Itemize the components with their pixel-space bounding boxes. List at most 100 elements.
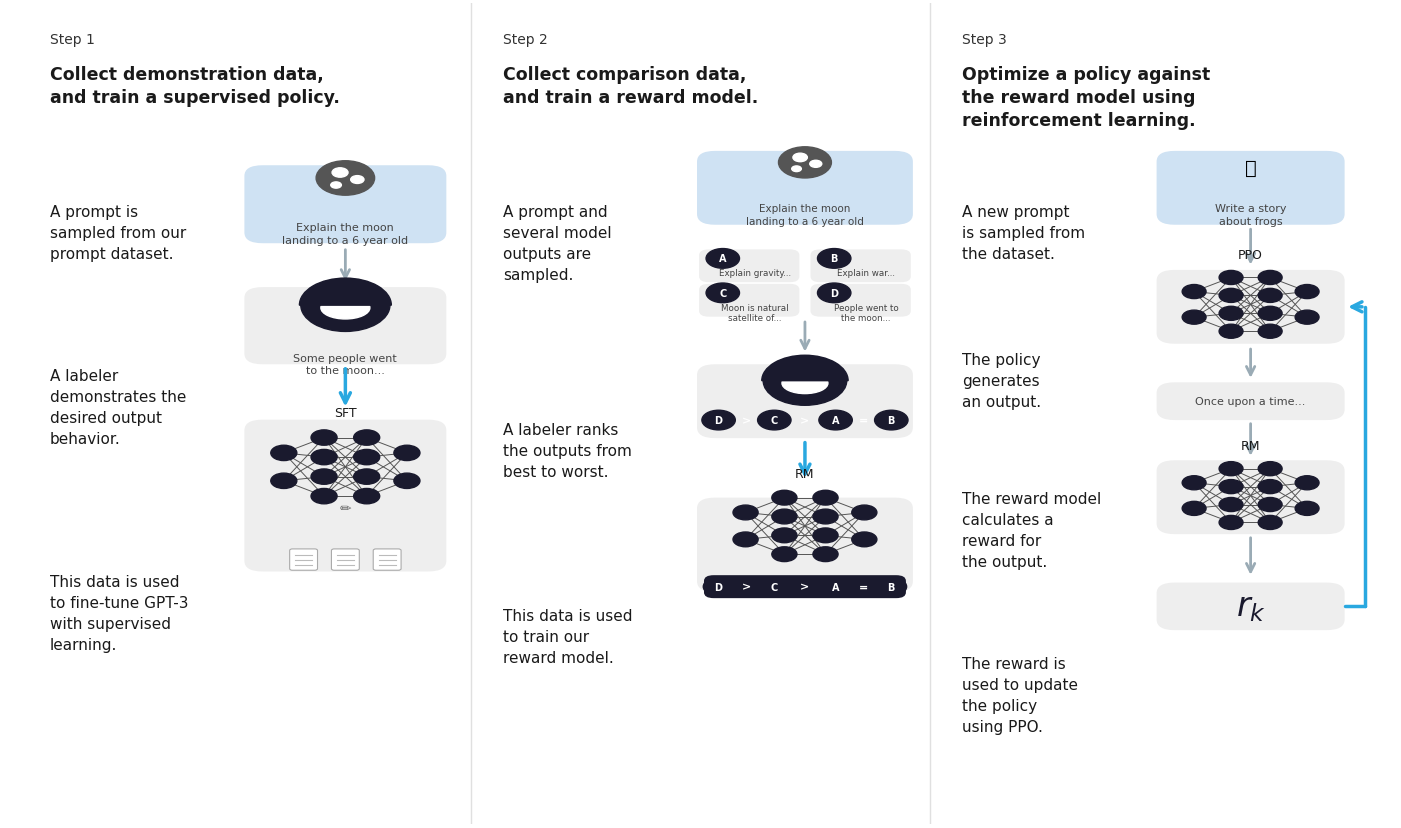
Text: Collect demonstration data,
and train a supervised policy.: Collect demonstration data, and train a …: [50, 65, 340, 107]
Text: >: >: [800, 416, 810, 426]
Text: Explain the moon
landing to a 6 year old: Explain the moon landing to a 6 year old: [745, 205, 864, 227]
Circle shape: [813, 509, 838, 524]
Circle shape: [1219, 462, 1243, 476]
Text: C: C: [771, 582, 778, 592]
FancyBboxPatch shape: [1157, 271, 1345, 344]
Text: Explain gravity...: Explain gravity...: [719, 269, 792, 278]
FancyBboxPatch shape: [244, 420, 447, 572]
Circle shape: [759, 578, 790, 596]
Text: C: C: [719, 288, 726, 299]
Circle shape: [813, 547, 838, 562]
Circle shape: [1258, 516, 1282, 530]
Circle shape: [1219, 325, 1243, 339]
Circle shape: [1258, 498, 1282, 512]
Wedge shape: [762, 356, 848, 381]
Text: The policy
generates
an output.: The policy generates an output.: [962, 353, 1041, 410]
Circle shape: [818, 249, 850, 269]
Circle shape: [1219, 307, 1243, 321]
Text: D: D: [831, 288, 838, 299]
Circle shape: [764, 357, 846, 406]
Circle shape: [1258, 325, 1282, 339]
Text: $r_k$: $r_k$: [1236, 590, 1265, 623]
Circle shape: [733, 505, 758, 520]
Text: The reward is
used to update
the policy
using PPO.: The reward is used to update the policy …: [962, 656, 1079, 734]
Circle shape: [1295, 310, 1318, 325]
Circle shape: [353, 469, 380, 484]
Text: A labeler ranks
the outputs from
best to worst.: A labeler ranks the outputs from best to…: [503, 422, 632, 479]
Circle shape: [317, 161, 374, 196]
FancyBboxPatch shape: [698, 365, 913, 439]
Circle shape: [353, 450, 380, 465]
FancyBboxPatch shape: [698, 152, 913, 225]
Text: Explain the moon
landing to a 6 year old: Explain the moon landing to a 6 year old: [283, 223, 409, 245]
Text: A prompt is
sampled from our
prompt dataset.: A prompt is sampled from our prompt data…: [50, 205, 186, 262]
Text: A: A: [832, 582, 839, 592]
Circle shape: [350, 176, 364, 184]
Circle shape: [820, 578, 850, 596]
Circle shape: [1182, 285, 1206, 299]
Text: B: B: [888, 416, 895, 426]
Circle shape: [703, 578, 734, 596]
Circle shape: [818, 411, 852, 431]
FancyBboxPatch shape: [699, 250, 800, 283]
Circle shape: [874, 411, 908, 431]
Circle shape: [353, 431, 380, 445]
Circle shape: [876, 578, 906, 596]
Text: The reward model
calculates a
reward for
the output.: The reward model calculates a reward for…: [962, 492, 1101, 570]
FancyBboxPatch shape: [244, 166, 447, 244]
Circle shape: [793, 154, 807, 162]
Circle shape: [1219, 289, 1243, 303]
Circle shape: [1258, 271, 1282, 285]
Text: A: A: [832, 416, 839, 426]
Circle shape: [311, 450, 338, 465]
Circle shape: [301, 280, 389, 332]
Text: RM: RM: [796, 468, 815, 480]
Circle shape: [1258, 307, 1282, 321]
Text: Once upon a time...: Once upon a time...: [1195, 397, 1306, 407]
Circle shape: [818, 284, 850, 303]
Circle shape: [813, 491, 838, 505]
FancyBboxPatch shape: [1157, 583, 1345, 630]
Circle shape: [394, 474, 420, 489]
Circle shape: [270, 445, 297, 461]
Text: RM: RM: [1241, 440, 1261, 452]
FancyBboxPatch shape: [699, 285, 800, 317]
Circle shape: [1258, 480, 1282, 494]
Circle shape: [810, 161, 822, 168]
Circle shape: [772, 547, 797, 562]
FancyBboxPatch shape: [373, 549, 401, 570]
Text: B: B: [831, 254, 838, 264]
Circle shape: [790, 362, 820, 380]
Circle shape: [1182, 502, 1206, 516]
Circle shape: [702, 411, 736, 431]
Circle shape: [311, 469, 338, 484]
Text: C: C: [771, 416, 778, 426]
Circle shape: [270, 474, 297, 489]
Text: A: A: [719, 254, 727, 264]
Text: This data is used
to fine-tune GPT-3
with supervised
learning.: This data is used to fine-tune GPT-3 wit…: [50, 574, 189, 652]
Circle shape: [772, 528, 797, 543]
Text: PPO: PPO: [1238, 248, 1264, 262]
Text: This data is used
to train our
reward model.: This data is used to train our reward mo…: [503, 609, 632, 665]
Text: >: >: [743, 582, 751, 592]
Circle shape: [733, 532, 758, 547]
Text: ✏: ✏: [339, 501, 352, 515]
Text: >: >: [743, 416, 751, 426]
Text: A new prompt
is sampled from
the dataset.: A new prompt is sampled from the dataset…: [962, 205, 1086, 262]
Circle shape: [311, 489, 338, 504]
Circle shape: [772, 509, 797, 524]
Text: D: D: [715, 582, 723, 592]
Text: B: B: [888, 582, 895, 592]
Wedge shape: [300, 279, 391, 306]
Circle shape: [1182, 476, 1206, 490]
FancyBboxPatch shape: [332, 549, 359, 570]
Text: =: =: [859, 582, 869, 592]
Circle shape: [1295, 502, 1318, 516]
FancyBboxPatch shape: [811, 285, 911, 317]
FancyBboxPatch shape: [1157, 460, 1345, 535]
Circle shape: [813, 528, 838, 543]
FancyBboxPatch shape: [1157, 152, 1345, 225]
Ellipse shape: [321, 297, 370, 320]
Circle shape: [311, 431, 338, 445]
Text: Some people went
to the moon...: Some people went to the moon...: [293, 354, 398, 376]
